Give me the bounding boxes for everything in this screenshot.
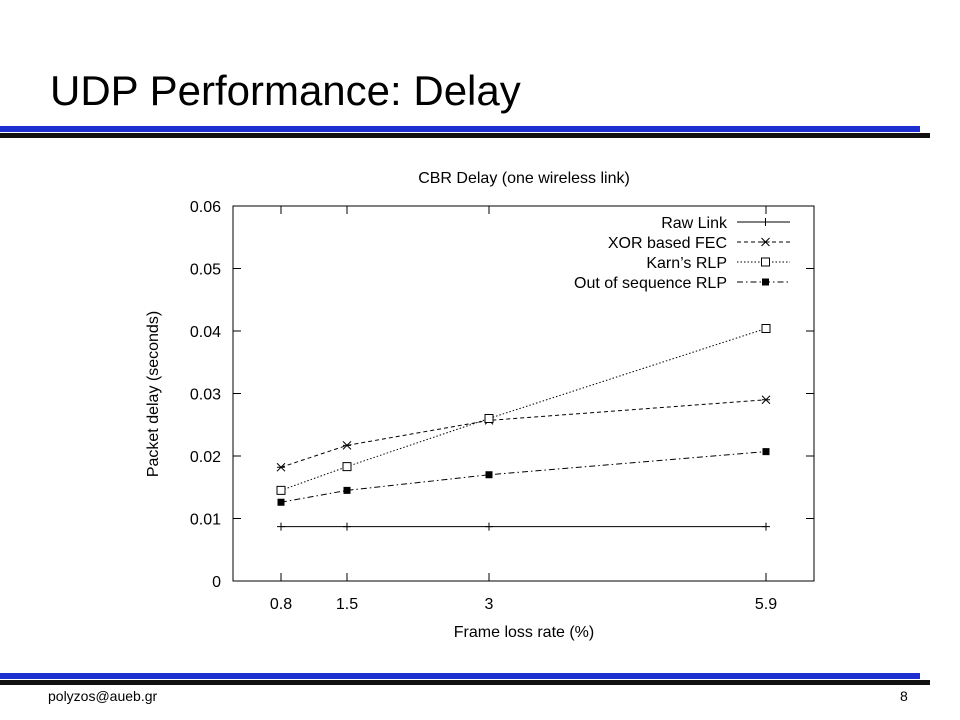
data-point-open-square [276,485,286,495]
legend-label: Karn’s RLP [646,255,727,272]
series-layer [276,324,771,531]
y-tick-label: 0.03 [190,387,221,404]
y-tick-label: 0.05 [190,262,221,279]
data-point-open-square [484,414,494,423]
series-3 [277,448,770,506]
title-underline-black [0,133,930,138]
series-2 [276,324,771,495]
data-point-plus [485,522,493,531]
series-line [280,328,767,491]
series-line [280,399,767,468]
data-point-asterisk [342,441,352,450]
chart-title: CBR Delay (one wireless link) [418,170,630,187]
data-point-plus [761,218,770,226]
legend-label: Out of sequence RLP [574,275,727,292]
footer-email: polyzos@aueb.gr [48,688,158,704]
x-tick-label: 0.8 [270,596,292,613]
footer-rule-black [0,680,930,685]
x-tick-label: 1.5 [336,596,358,613]
data-point-plus [343,522,351,531]
y-axis-label: Packet delay (seconds) [145,311,162,477]
x-axis-label: Frame loss rate (%) [454,624,594,641]
series-line [280,451,767,503]
page-number: 8 [900,688,908,704]
x-tick-label: 5.9 [755,596,777,613]
legend-label: Raw Link [661,215,728,232]
y-axis-ticks: 0 0.01 0.02 0.03 0.04 0.05 0.06 [190,199,814,591]
data-point-asterisk [276,462,286,472]
slide-title: UDP Performance: Delay [50,67,521,114]
data-point-plus [762,522,770,531]
data-point-asterisk [761,237,770,247]
data-point-open-square [342,462,352,472]
data-point-open-square [761,257,770,267]
data-point-filled-square [762,278,769,286]
data-point-filled-square [343,486,351,494]
y-tick-label: 0.04 [190,324,221,341]
data-point-open-square [761,324,771,333]
x-axis-ticks: 0.8 1.5 3 5.9 [270,206,777,613]
y-tick-label: 0.02 [190,449,221,466]
data-point-asterisk [761,395,771,405]
legend-label: XOR based FEC [608,235,727,252]
y-tick-label: 0.01 [190,512,221,529]
data-point-filled-square [485,471,493,479]
title-underline-blue [0,126,920,132]
legend: Raw Link XOR based FEC Karn’s RLP Out of se… [574,215,790,292]
x-tick-label: 3 [485,596,494,613]
series-0 [277,522,770,531]
data-point-filled-square [762,448,770,456]
y-tick-label: 0 [212,574,221,591]
data-point-plus [277,522,285,531]
data-point-filled-square [277,498,285,506]
y-tick-label: 0.06 [190,199,221,216]
footer-rule-blue [0,673,920,679]
